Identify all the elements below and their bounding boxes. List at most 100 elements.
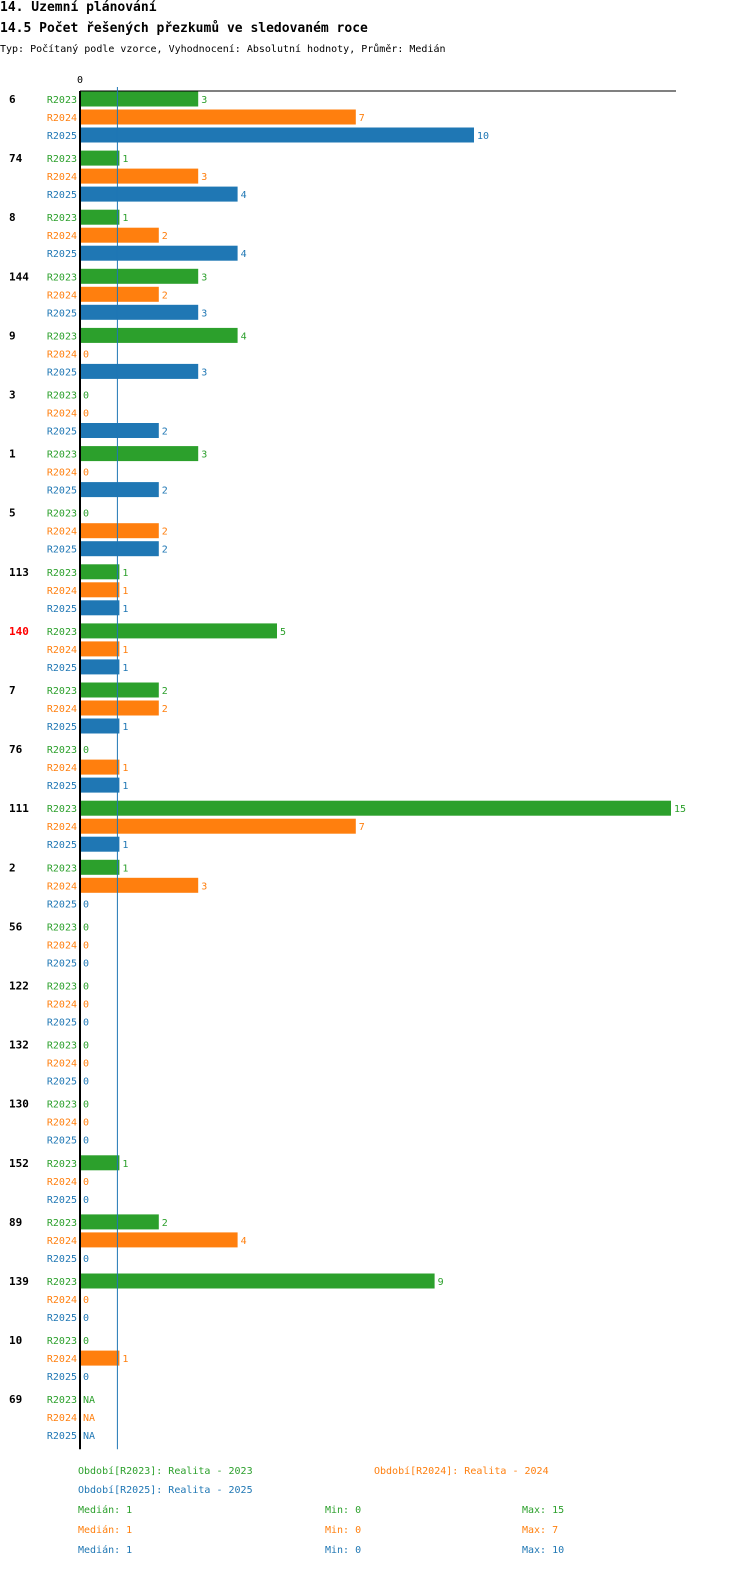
bar-r2024 (80, 168, 199, 184)
category-label: 122 (9, 980, 29, 993)
value-label: 2 (162, 290, 168, 301)
bar-r2024 (80, 759, 120, 775)
category-label: 8 (9, 211, 16, 224)
bar-r2024 (80, 818, 356, 834)
value-label: 1 (122, 645, 128, 656)
bar-r2024 (80, 877, 199, 893)
value-label: 3 (201, 881, 207, 892)
series-label: R2024 (47, 1354, 77, 1365)
bar-r2024 (80, 286, 159, 302)
series-label: R2024 (47, 822, 77, 833)
bar-r2023 (80, 682, 159, 698)
value-label: 0 (83, 1254, 89, 1265)
value-label: 7 (359, 822, 365, 833)
bar-r2024 (80, 523, 159, 539)
value-label: 1 (122, 763, 128, 774)
bar-r2024 (80, 109, 356, 125)
bar-r2023 (80, 268, 199, 284)
value-label: 3 (201, 308, 207, 319)
chart-type-line: Typ: Počítaný podle vzorce, Vyhodnocení:… (0, 44, 446, 55)
category-label: 76 (9, 743, 23, 756)
value-label: 0 (83, 391, 89, 402)
series-label: R2024 (47, 290, 77, 301)
series-label: R2024 (47, 113, 77, 124)
series-label: R2023 (47, 686, 77, 697)
series-label: R2024 (47, 1413, 77, 1424)
value-label: 1 (122, 154, 128, 165)
value-label: 4 (241, 331, 247, 342)
value-label: 7 (359, 113, 365, 124)
series-label: R2023 (47, 1159, 77, 1170)
category-label: 144 (9, 270, 29, 283)
series-label: R2023 (47, 95, 77, 106)
series-label: R2025 (47, 1431, 77, 1442)
category-label: 139 (9, 1275, 29, 1288)
series-label: R2025 (47, 545, 77, 556)
bar-r2024 (80, 700, 159, 716)
bar-r2024 (80, 582, 120, 598)
legend-median-r2025: Medián: 1 (78, 1545, 133, 1556)
bar-r2024 (80, 1350, 120, 1366)
legend-min-r2025: Min: 0 (325, 1545, 362, 1556)
value-label: 2 (162, 686, 168, 697)
series-label: R2023 (47, 391, 77, 402)
value-label: 0 (83, 1372, 89, 1383)
series-label: R2025 (47, 1018, 77, 1029)
value-label: 0 (83, 1295, 89, 1306)
category-label: 140 (9, 625, 29, 638)
series-label: R2025 (47, 249, 77, 260)
series-label: R2024 (47, 881, 77, 892)
value-label: 1 (122, 863, 128, 874)
value-label: 4 (241, 249, 247, 260)
value-label: 1 (122, 663, 128, 674)
series-label: R2024 (47, 468, 77, 479)
bar-r2025 (80, 836, 120, 852)
legend-period-r2023: Období[R2023]: Realita - 2023 (78, 1466, 253, 1477)
value-label: 0 (83, 468, 89, 479)
series-label: R2025 (47, 663, 77, 674)
series-label: R2024 (47, 704, 77, 715)
bar-r2025 (80, 600, 120, 616)
value-label: 0 (83, 1100, 89, 1111)
bar-r2023 (80, 800, 671, 816)
bar-r2025 (80, 777, 120, 793)
value-label: 0 (83, 1195, 89, 1206)
series-label: R2024 (47, 409, 77, 420)
series-label: R2023 (47, 627, 77, 638)
series-label: R2023 (47, 863, 77, 874)
category-label: 7 (9, 684, 16, 697)
series-label: R2023 (47, 1100, 77, 1111)
value-label: 4 (241, 1236, 247, 1247)
legend-min-r2023: Min: 0 (325, 1505, 362, 1516)
category-label: 5 (9, 507, 16, 520)
series-label: R2023 (47, 331, 77, 342)
series-label: R2025 (47, 1313, 77, 1324)
bar-r2023 (80, 1273, 435, 1289)
bar-r2023 (80, 327, 238, 343)
category-label: 130 (9, 1098, 29, 1111)
bar-r2023 (80, 1214, 159, 1230)
bar-r2025 (80, 659, 120, 675)
category-label: 69 (9, 1393, 22, 1406)
series-label: R2024 (47, 1236, 77, 1247)
category-label: 89 (9, 1216, 22, 1229)
series-label: R2025 (47, 722, 77, 733)
value-label: NA (83, 1413, 95, 1424)
value-label: 0 (83, 982, 89, 993)
value-label: NA (83, 1395, 95, 1406)
value-label: 0 (83, 958, 89, 969)
bar-r2023 (80, 446, 199, 462)
value-label: 3 (201, 95, 207, 106)
bar-r2025 (80, 541, 159, 557)
value-label: NA (83, 1431, 95, 1442)
value-label: 1 (122, 213, 128, 224)
series-label: R2023 (47, 922, 77, 933)
value-label: 0 (83, 899, 89, 910)
legend-min-r2024: Min: 0 (325, 1525, 362, 1536)
page-title: 14. Územní plánování (0, 0, 157, 15)
series-label: R2024 (47, 1059, 77, 1070)
category-label: 56 (9, 920, 23, 933)
series-label: R2023 (47, 450, 77, 461)
axis-zero-label: 0 (77, 75, 83, 86)
category-label: 1 (9, 448, 16, 461)
